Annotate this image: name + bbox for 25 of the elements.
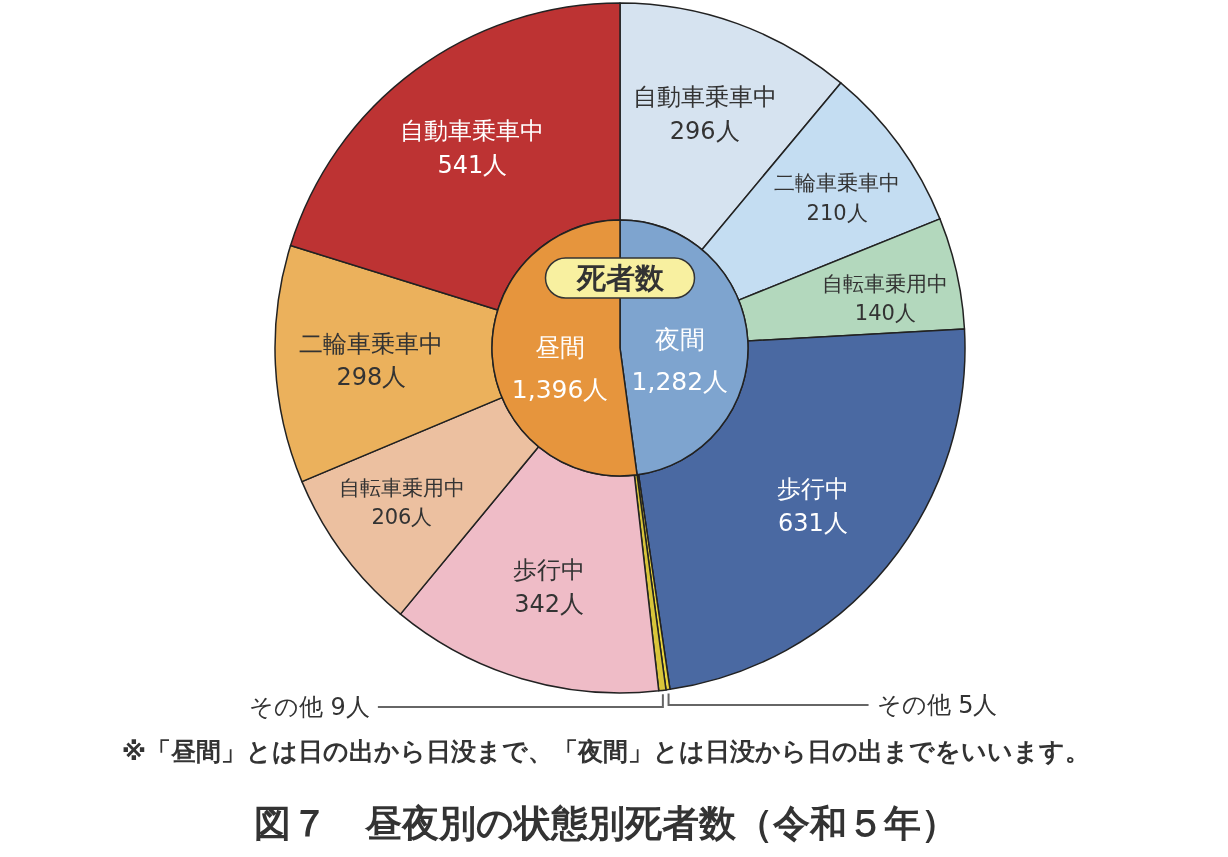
data-label: 1,396人	[511, 374, 609, 404]
slice-label: 歩行中	[513, 556, 586, 585]
data-label: 541人	[437, 150, 508, 179]
data-label: 298人	[336, 363, 407, 392]
data-label: 631人	[777, 508, 848, 537]
text: 図７ 昼夜別の状態別死者数（令和５年）	[254, 801, 958, 845]
data-label: 140人	[854, 300, 916, 325]
slice-label: 自転車乗用中	[338, 475, 465, 500]
slice-label: 二輪車乗車中	[774, 171, 901, 196]
slice-label: 昼間	[535, 332, 586, 362]
data-label: 342人	[514, 589, 585, 618]
slice-label: その他 5人	[876, 691, 998, 719]
slice-label: 自転車乗用中	[822, 271, 949, 296]
data-label: 296人	[669, 117, 740, 146]
text: 死者数	[575, 261, 665, 295]
slice-label: 夜間	[654, 324, 705, 354]
text: ※「昼間」とは日の出から日没まで、「夜間」とは日没から日の出までをいいます。	[121, 736, 1091, 766]
data-label: 1,282人	[631, 366, 729, 396]
slice-label: 歩行中	[776, 475, 849, 504]
data-label: 210人	[806, 200, 868, 225]
slice-label: 二輪車乗車中	[299, 329, 444, 358]
slice-label: その他 9人	[248, 693, 370, 721]
data-label: 206人	[371, 505, 433, 530]
slice-label: 自動車乗車中	[400, 117, 545, 146]
slice-label: 自動車乗車中	[632, 83, 777, 112]
